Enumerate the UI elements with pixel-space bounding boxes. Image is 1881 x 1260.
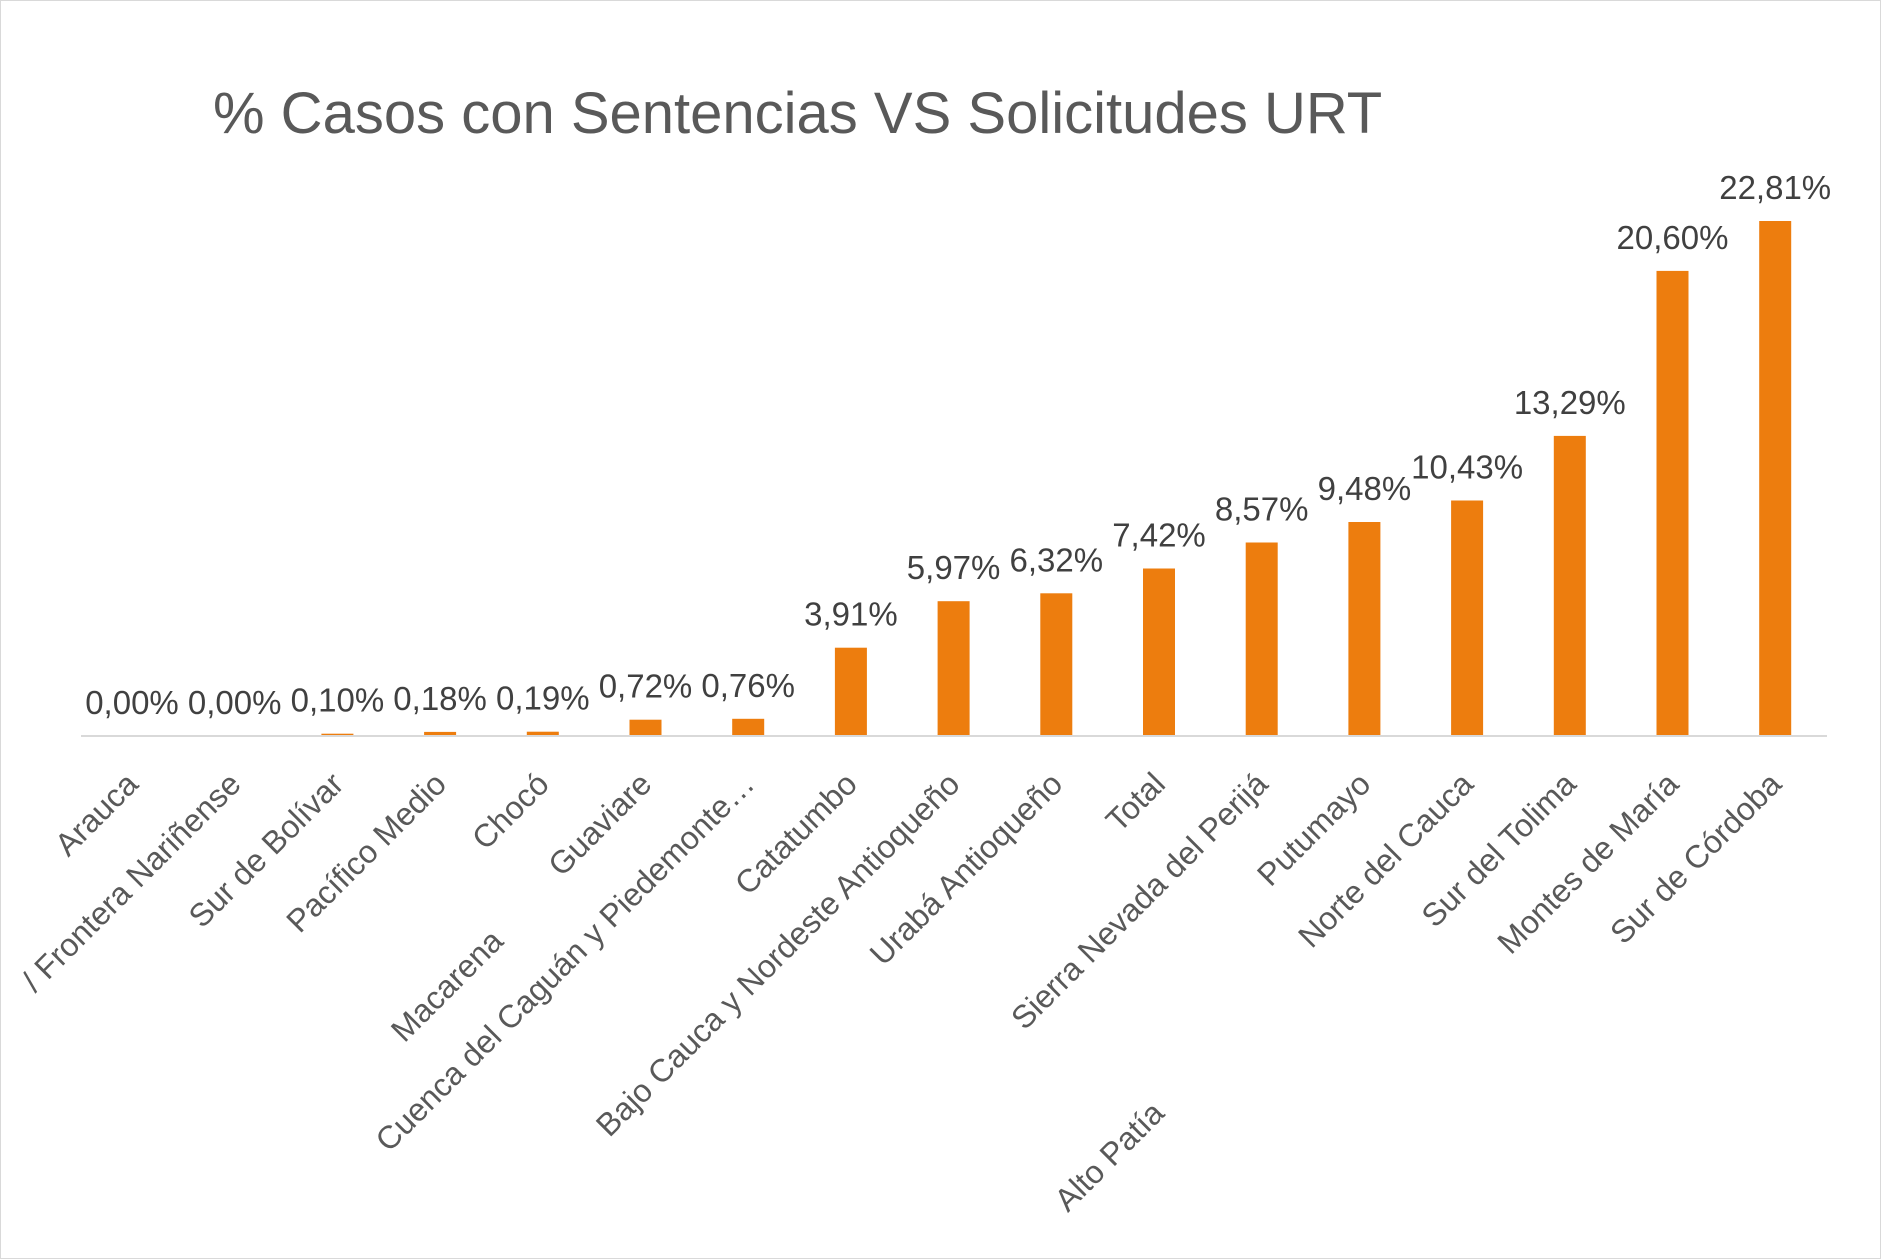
data-label-frontera-narinense: 0,00% (188, 684, 282, 721)
bar-catatumbo (834, 647, 867, 736)
bar-norte-del-cauca (1451, 500, 1484, 736)
bar-uraba-antioqueno (1040, 593, 1073, 736)
tick-label-montes-de-maria: Montes de María (1490, 765, 1685, 960)
data-label-choco: 0,19% (496, 680, 590, 717)
data-label-sur-de-cordoba: 22,81% (1719, 169, 1831, 206)
data-label-guaviare: 0,72% (599, 668, 693, 705)
chart-title: % Casos con Sentencias VS Solicitudes UR… (213, 81, 1382, 146)
bar-putumayo (1348, 522, 1381, 736)
bar-bajo-cauca-y-nordeste-antioqueno (937, 601, 970, 736)
data-label-sur-de-bolivar: 0,10% (291, 682, 385, 719)
data-label-cuenca-del-caguan-y-piedemonte: 0,76% (701, 667, 795, 704)
data-label-norte-del-cauca: 10,43% (1411, 449, 1523, 486)
tick-label-uraba-antioqueno: Urabá Antioqueño (863, 765, 1070, 972)
data-labels-layer: 0,00% 0,00% 0,10% 0,18% 0,19% 0,72% 0,76%3,91%… (85, 169, 1831, 721)
tick-label-bajo-cauca-y-nordeste-antioqueno: Bajo Cauca y Nordeste Antioqueño (589, 765, 967, 1143)
bar-sur-del-tolima (1553, 435, 1586, 736)
data-label-uraba-antioqueno: 6,32% (1010, 541, 1104, 578)
bar-total (1143, 568, 1175, 736)
bar-pacifico-medio (424, 731, 457, 736)
tick-label-arauca: Arauca (48, 765, 145, 862)
tick-label-total: Total (1099, 765, 1172, 838)
bar-cuenca-del-caguan-y-piedemonte (732, 718, 765, 736)
bar-sierra-nevada-del-perija (1245, 542, 1278, 736)
tick-label-sur-de-cordoba: Sur de Córdoba (1603, 765, 1788, 950)
bar-montes-de-maria (1656, 270, 1689, 736)
data-label-putumayo: 9,48% (1318, 470, 1412, 507)
data-label-montes-de-maria: 20,60% (1617, 219, 1729, 256)
bars-layer (321, 221, 1792, 736)
tick-label-choco: Chocó (465, 765, 556, 856)
bar-sur-de-bolivar (321, 733, 354, 736)
data-label-total: 7,42% (1112, 517, 1206, 554)
data-label-bajo-cauca-y-nordeste-antioqueno: 5,97% (907, 549, 1001, 586)
bar-guaviare (629, 719, 662, 736)
bar-choco (526, 731, 559, 736)
tick-label-alto-patia: Alto Patía (1047, 1094, 1171, 1218)
data-label-pacifico-medio: 0,18% (393, 680, 487, 717)
bar-sur-de-cordoba (1759, 221, 1792, 736)
data-label-catatumbo: 3,91% (804, 596, 898, 633)
data-label-arauca: 0,00% (85, 684, 179, 721)
tick-label-cuenca-del-caguan-y-piedemonte: Cuenca del Caguán y Piedemonte… (368, 765, 761, 1158)
data-label-sur-del-tolima: 13,29% (1514, 384, 1626, 421)
data-label-sierra-nevada-del-perija: 8,57% (1215, 491, 1309, 528)
tick-label-norte-del-cauca: Norte del Cauca (1291, 765, 1480, 954)
